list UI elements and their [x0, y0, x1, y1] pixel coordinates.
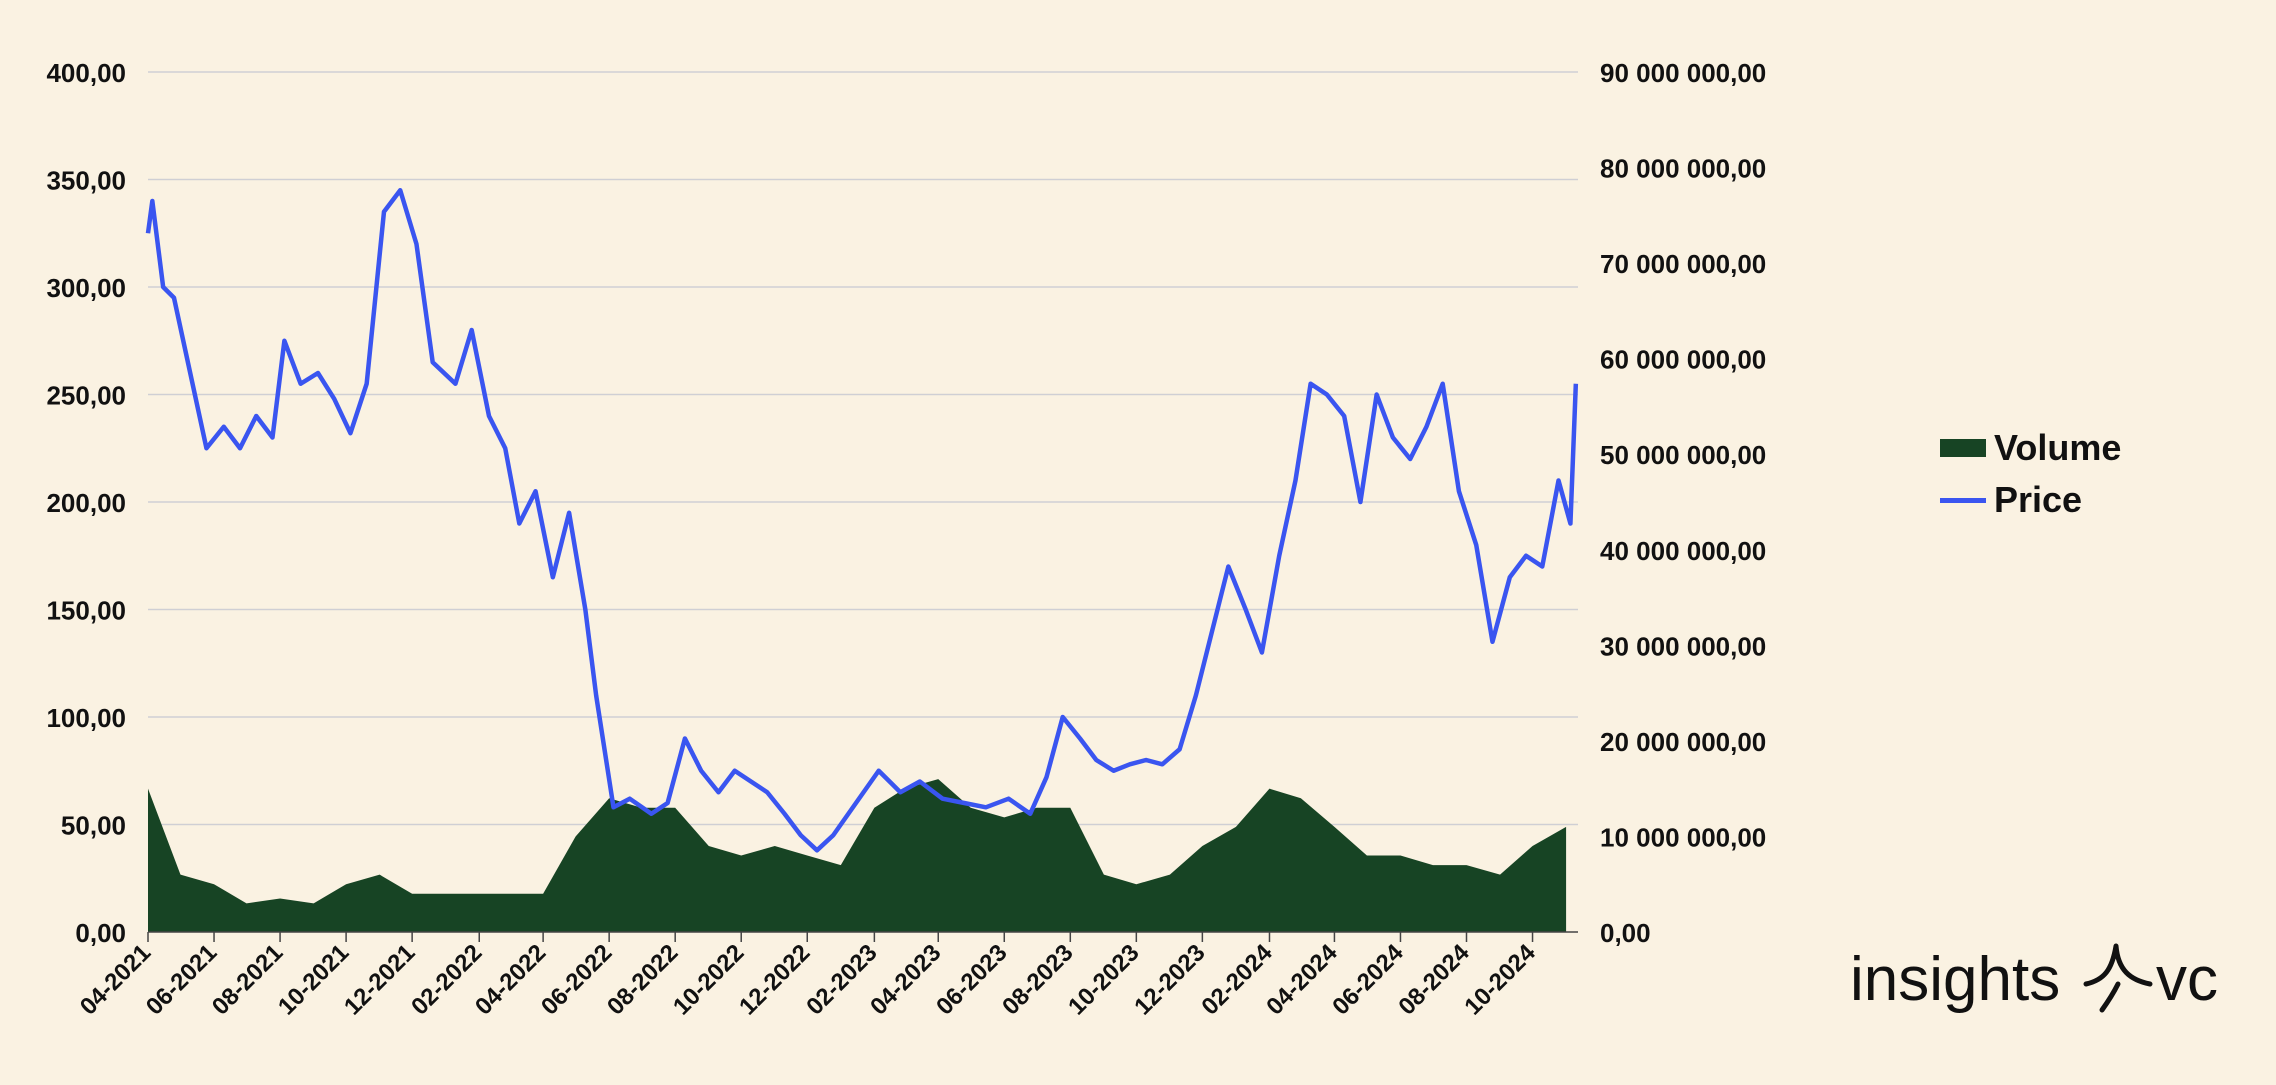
x-tick-label: 06-2024 — [1327, 939, 1409, 1021]
x-tick-label: 10-2021 — [273, 939, 354, 1020]
left-tick-label: 350,00 — [46, 166, 126, 196]
left-tick-label: 0,00 — [75, 918, 126, 948]
x-tick-label: 02-2023 — [801, 939, 882, 1020]
x-tick-label: 08-2022 — [602, 939, 683, 1020]
x-tick-label: 04-2021 — [75, 939, 156, 1020]
x-tick-label: 04-2024 — [1261, 939, 1343, 1021]
price-series — [145, 188, 1579, 853]
price-line — [145, 188, 1579, 853]
price-swatch — [1940, 497, 1986, 503]
x-tick-label: 02-2024 — [1196, 939, 1278, 1021]
right-y-axis: 0,00 10 000 000,00 20 000 000,00 30 000 000… — [1600, 58, 1766, 948]
right-tick-label: 30 000 000,00 — [1600, 631, 1766, 661]
right-tick-label: 20 000 000,00 — [1600, 727, 1766, 757]
left-tick-label: 300,00 — [46, 273, 126, 303]
left-y-axis: 0,00 50,00 100,00 150,00 200,00 250,00 300,00 3… — [46, 58, 126, 948]
volume-series — [148, 779, 1567, 932]
legend-label-volume: Volume — [1994, 427, 2122, 468]
right-tick-label: 0,00 — [1600, 918, 1651, 948]
x-tick-label: 12-2022 — [734, 939, 815, 1020]
left-tick-label: 250,00 — [46, 381, 126, 411]
left-tick-label: 100,00 — [46, 703, 126, 733]
right-tick-label: 10 000 000,00 — [1600, 822, 1766, 852]
x-tick-label: 08-2021 — [207, 939, 288, 1020]
x-tick-label: 10-2023 — [1063, 939, 1144, 1020]
x-tick-label: 06-2023 — [931, 939, 1012, 1020]
x-tick-label: 04-2022 — [470, 939, 551, 1020]
left-tick-label: 150,00 — [46, 596, 126, 626]
x-tick-label: 10-2024 — [1459, 939, 1541, 1021]
volume-swatch — [1940, 439, 1986, 457]
right-tick-label: 90 000 000,00 — [1600, 58, 1766, 88]
legend-item-price: Price — [1940, 474, 2121, 526]
logo-suffix: vc — [2156, 945, 2218, 1014]
logo-graphic: insights vc — [1850, 943, 2218, 1014]
volume-area — [148, 779, 1567, 932]
right-tick-label: 60 000 000,00 — [1600, 345, 1766, 375]
logo-text: insights — [1850, 945, 2060, 1014]
left-tick-label: 200,00 — [46, 488, 126, 518]
x-tick-label: 10-2022 — [668, 939, 749, 1020]
legend: Volume Price — [1940, 422, 2121, 526]
x-tick-label: 06-2022 — [536, 939, 617, 1020]
legend-item-volume: Volume — [1940, 422, 2121, 474]
right-tick-label: 70 000 000,00 — [1600, 249, 1766, 279]
right-tick-label: 80 000 000,00 — [1600, 154, 1766, 184]
insights-vc-logo: insights vc — [1850, 940, 2240, 1020]
logo-bird-icon — [2083, 943, 2153, 1013]
right-tick-label: 50 000 000,00 — [1600, 440, 1766, 470]
grid-lines — [148, 71, 1578, 826]
x-tick-label: 02-2022 — [406, 939, 487, 1020]
x-tick-label: 12-2023 — [1129, 939, 1210, 1020]
right-tick-label: 40 000 000,00 — [1600, 536, 1766, 566]
legend-label-price: Price — [1994, 479, 2083, 520]
x-tick-label: 04-2023 — [865, 939, 946, 1020]
x-tick-label: 12-2021 — [339, 939, 420, 1020]
x-tick-label: 08-2023 — [997, 939, 1078, 1020]
left-tick-label: 50,00 — [61, 811, 126, 841]
left-tick-label: 400,00 — [46, 58, 126, 88]
x-axis: 04-202106-202108-202110-202112-202102-20… — [75, 931, 1578, 1021]
x-tick-label: 06-2021 — [141, 939, 222, 1020]
x-tick-label: 08-2024 — [1393, 939, 1475, 1021]
